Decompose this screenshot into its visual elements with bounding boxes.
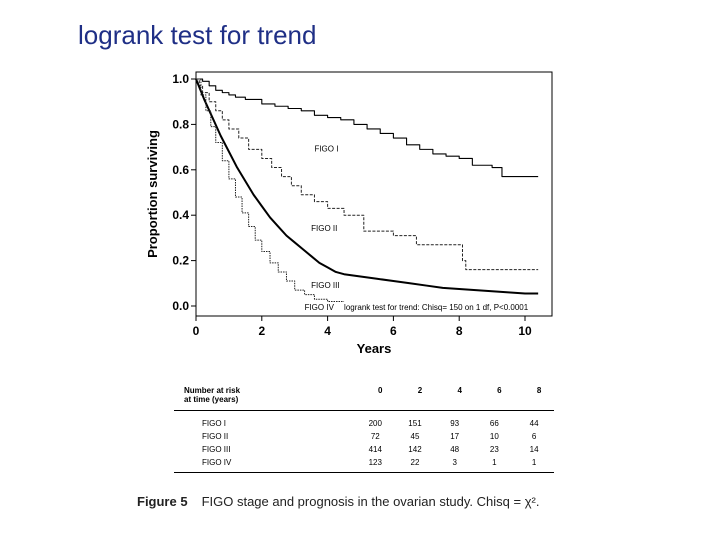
row-label: FIGO III: [202, 445, 231, 454]
y-tick-label: 0.4: [172, 208, 189, 222]
series-line-figo-i: [196, 78, 539, 178]
row-label: FIGO I: [202, 419, 226, 428]
risk-time-4: 4: [434, 384, 475, 411]
x-tick-label: 4: [324, 324, 331, 338]
x-tick-label: 6: [390, 324, 397, 338]
row-label: FIGO IV: [174, 456, 356, 473]
risk-cell: 200: [368, 419, 382, 428]
risk-time-2: 2: [395, 384, 435, 411]
risk-cell: 66: [489, 419, 499, 428]
risk-cell: 93: [450, 419, 460, 428]
x-tick-label: 2: [258, 324, 265, 338]
curve-label: FIGO III: [311, 281, 339, 290]
curve-label: FIGO I: [314, 145, 338, 154]
risk-cell: 151: [408, 419, 422, 428]
row-label: FIGO II: [202, 432, 229, 441]
y-tick-label: 0.2: [172, 254, 189, 268]
y-tick-label: 0.8: [172, 117, 189, 131]
table-row: FIGO II 72 45 17 10 6: [174, 430, 554, 443]
y-tick-label: 0.0: [172, 299, 189, 313]
x-tick-label: 8: [456, 324, 463, 338]
risk-cell: 1: [514, 456, 554, 473]
y-tick-label: 0.6: [172, 163, 189, 177]
caption-text: FIGO stage and prognosis in the ovarian …: [201, 494, 540, 509]
curve-label: FIGO II: [311, 224, 337, 233]
risk-cell: 1: [474, 456, 515, 473]
risk-cell: 45: [410, 432, 420, 441]
risk-cell: 123: [355, 456, 396, 473]
table-row: FIGO IV 123 22 3 1 1: [174, 456, 554, 473]
slide-title: logrank test for trend: [78, 20, 317, 50]
x-tick-label: 0: [193, 324, 200, 338]
series-line-figo-iii: [195, 78, 539, 295]
caption-figure-label: Figure 5: [137, 494, 188, 509]
risk-header-line2: at time (years): [184, 395, 239, 404]
plot-frame: [195, 71, 553, 317]
risk-cell: 17: [450, 432, 460, 441]
table-row: FIGO I 200 151 93 66 44: [174, 411, 554, 431]
risk-cell: 14: [529, 445, 539, 454]
logrank-test-annotation: logrank test for trend: Chisq= 150 on 1 …: [344, 303, 529, 312]
risk-header-line1: Number at risk: [184, 386, 241, 395]
risk-cell: 22: [395, 456, 435, 473]
risk-cell: 72: [370, 432, 380, 441]
y-axis-title: Proportion surviving: [145, 130, 160, 258]
risk-cell: 48: [450, 445, 460, 454]
risk-cell: 23: [489, 445, 499, 454]
risk-cell: 142: [408, 445, 422, 454]
figure-caption: Figure 5 FIGO stage and prognosis in the …: [137, 494, 539, 509]
risk-table: Number at risk at time (years) 0 2 4 6 8…: [174, 384, 554, 473]
risk-cell: 3: [434, 456, 475, 473]
x-axis-title: Years: [357, 341, 392, 356]
risk-cell: 6: [531, 432, 537, 441]
curve-label: FIGO IV: [305, 303, 335, 312]
risk-cell: 10: [489, 432, 499, 441]
series-line-figo-ii: [196, 78, 539, 271]
risk-time-6: 6: [474, 384, 515, 411]
y-tick-label: 1.0: [172, 72, 189, 86]
risk-table-header-label: Number at risk at time (years): [174, 384, 356, 411]
risk-time-8: 8: [514, 384, 554, 411]
x-tick-label: 10: [518, 324, 532, 338]
risk-cell: 44: [529, 419, 539, 428]
risk-table-header: Number at risk at time (years) 0 2 4 6 8: [174, 384, 554, 411]
table-row: FIGO III 414 142 48 23 14: [174, 443, 554, 456]
risk-cell: 414: [368, 445, 382, 454]
series-line-figo-iv: [196, 78, 345, 302]
risk-time-0: 0: [355, 384, 396, 411]
